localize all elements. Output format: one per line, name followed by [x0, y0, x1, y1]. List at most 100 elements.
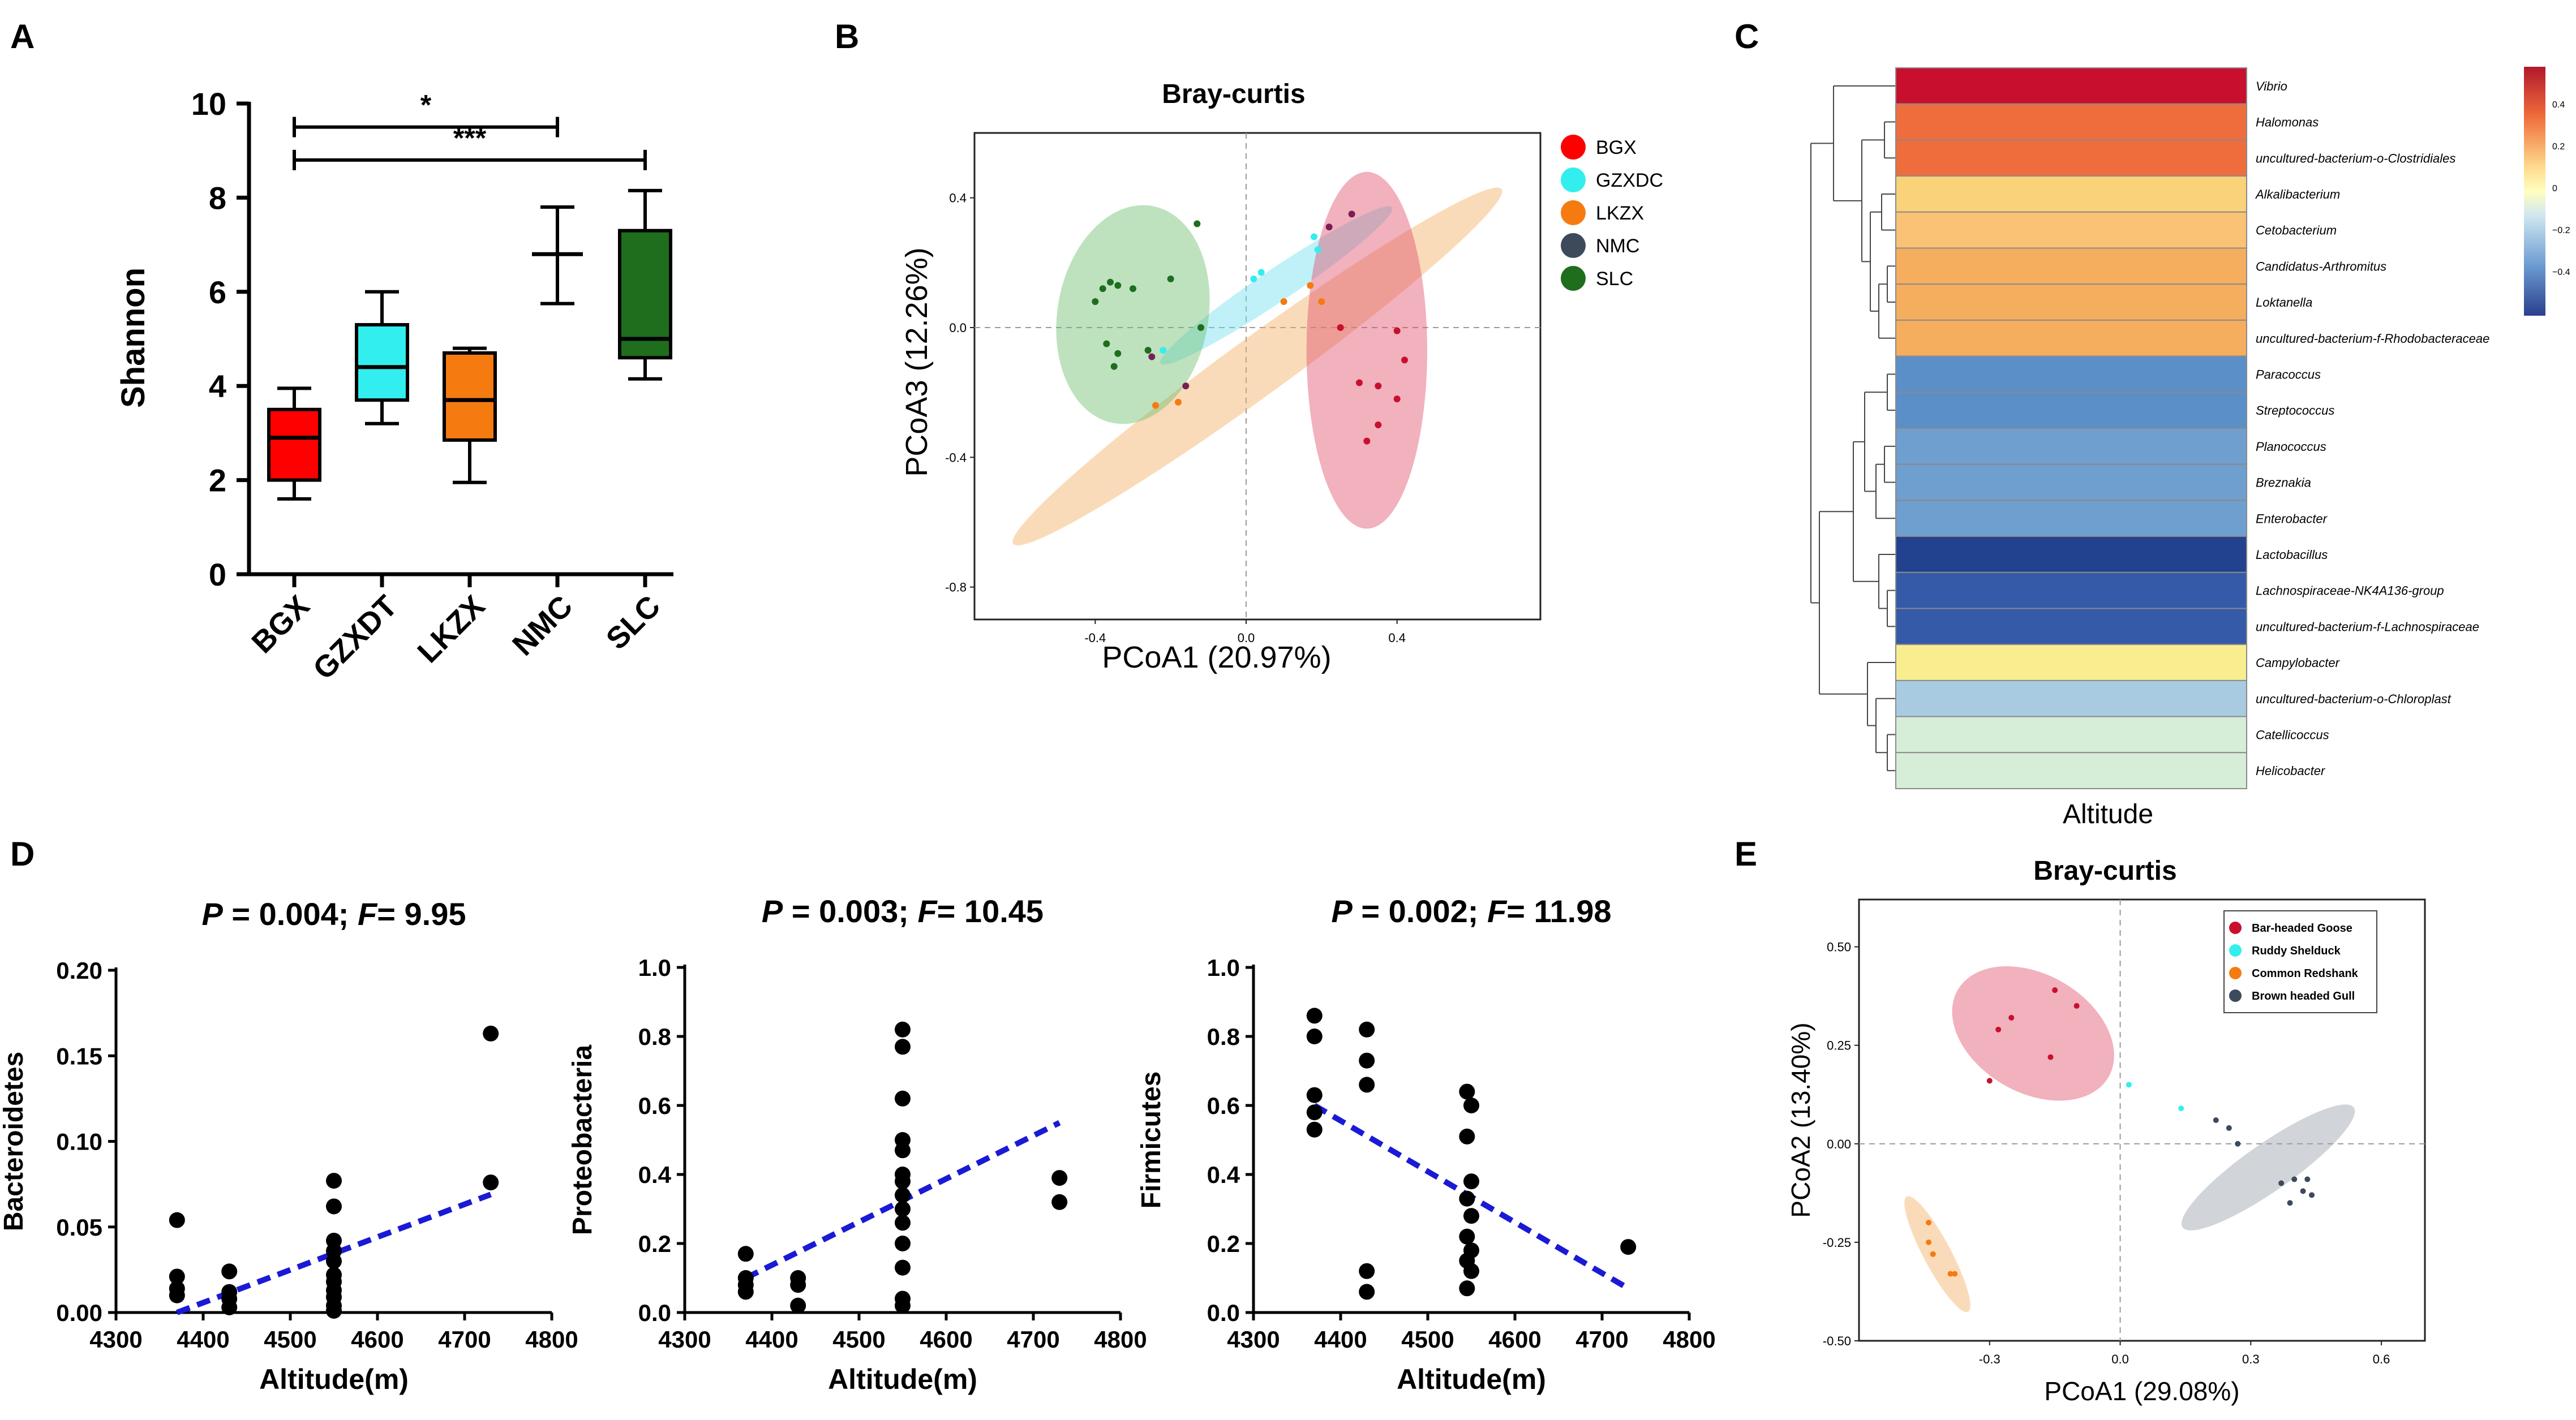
- heat-row-label: Campylobacter: [2256, 656, 2341, 670]
- point-gzxdc: [1314, 246, 1321, 253]
- a-significance-label: *: [420, 89, 432, 121]
- d-x-label: Altitude(m): [828, 1363, 977, 1395]
- y-tick-label: -0.50: [1823, 1334, 1851, 1348]
- d-x-tick-label: 4500: [832, 1326, 885, 1353]
- a-box-body: [355, 323, 409, 402]
- d-point: [790, 1297, 806, 1314]
- d-title-p-value: = 0.002;: [1353, 893, 1487, 929]
- d-x-label: Altitude(m): [1397, 1363, 1546, 1395]
- d-point: [1459, 1228, 1475, 1245]
- point-nmc: [1148, 353, 1156, 360]
- d-point: [1459, 1190, 1475, 1207]
- heat-row-label: uncultured-bacterium-o-Clostridiales: [2256, 151, 2455, 165]
- colorbar: [2524, 67, 2545, 316]
- panel-label-d: D: [10, 835, 35, 873]
- point-bar-headed-goose: [1986, 1078, 1993, 1084]
- point-lkzx: [1152, 402, 1159, 409]
- confidence-ellipse: [1952, 966, 2114, 1101]
- d-y-tick-label: 0.6: [1207, 1092, 1240, 1119]
- d-x-tick-label: 4700: [438, 1326, 491, 1353]
- a-box-bgx: [267, 386, 321, 501]
- a-y-label: Shannon: [115, 268, 152, 408]
- point-common-redshank: [1926, 1239, 1932, 1245]
- d-title: P = 0.004; F= 9.95: [201, 896, 466, 932]
- x-tick-label: 0.0: [1238, 631, 1255, 645]
- d-y-label: Bacteroidetes: [0, 1052, 29, 1231]
- point-bgx: [1337, 324, 1344, 331]
- legend-marker: [2229, 989, 2242, 1002]
- heat-row-label: Streptococcus: [2256, 403, 2334, 418]
- d-y-tick-label: 1.0: [638, 954, 671, 981]
- d-point: [895, 1259, 911, 1276]
- x-tick-label: -0.3: [1979, 1352, 2000, 1366]
- d-x-tick-label: 4800: [1094, 1326, 1147, 1353]
- a-y-tick-label: 4: [209, 368, 226, 404]
- a-y-tick-label: 0: [209, 557, 226, 592]
- d-title-p-value: = 0.003;: [783, 893, 917, 929]
- d-point: [895, 1142, 911, 1159]
- d-x-tick-label: 4400: [745, 1326, 798, 1353]
- y-tick-label: 0.00: [1827, 1137, 1851, 1151]
- d-title: P = 0.003; F= 10.45: [762, 893, 1044, 929]
- heat-row-label: Lachnospiraceae-NK4A136-group: [2256, 584, 2444, 598]
- legend-label: BGX: [1596, 137, 1637, 158]
- d-point: [169, 1287, 185, 1303]
- point-gzxdc: [1250, 276, 1257, 282]
- d-x-tick-label: 4600: [920, 1326, 972, 1353]
- point-bar-headed-goose: [2008, 1014, 2015, 1021]
- point-slc: [1130, 285, 1136, 292]
- point-slc: [1107, 278, 1114, 286]
- heat-row-label: Vibrio: [2256, 79, 2287, 93]
- legend-item: BGX: [1561, 135, 1637, 160]
- d-point: [1051, 1194, 1068, 1210]
- d-y-tick-label: 0.10: [56, 1129, 102, 1155]
- d-x-tick-label: 4300: [89, 1326, 142, 1353]
- point-common-redshank: [1930, 1251, 1936, 1257]
- a-significance-bracket: ***: [293, 122, 647, 170]
- d-y-tick-label: 0.8: [1207, 1023, 1240, 1050]
- point-slc: [1114, 350, 1122, 357]
- point-brown-headed-gull: [2300, 1188, 2306, 1194]
- heat-cell: [1895, 319, 2247, 357]
- confidence-ellipse: [1012, 187, 1502, 546]
- d-title-p: P: [1331, 893, 1353, 929]
- heat-row-label: Enterobacter: [2256, 511, 2328, 526]
- d-y-tick-label: 0.05: [56, 1214, 102, 1241]
- d-x-tick-label: 4600: [1488, 1326, 1541, 1353]
- legend-label: Bar-headed Goose: [2252, 922, 2352, 935]
- d-title-f: F: [917, 893, 938, 929]
- heat-cell: [1895, 463, 2247, 501]
- point-brown-headed-gull: [2304, 1176, 2311, 1182]
- point-bgx: [1375, 421, 1382, 428]
- point-lkzx: [1307, 282, 1314, 289]
- e-plot-frame: [1858, 898, 2426, 1342]
- heat-cell: [1895, 67, 2247, 105]
- panel-b-pcoa: Bray-curtis PCoA1 (20.97%) PCoA3 (12.26%…: [900, 79, 1663, 674]
- e-x-label: PCoA1 (29.08%): [2044, 1376, 2239, 1406]
- d-title-f-value: = 11.98: [1506, 893, 1611, 929]
- heat-cell: [1895, 355, 2247, 393]
- heat-cell: [1895, 500, 2247, 537]
- d-point: [1463, 1173, 1479, 1190]
- confidence-ellipse: [1306, 171, 1427, 529]
- confidence-ellipse: [2181, 1104, 2355, 1230]
- legend-label: GZXDC: [1596, 170, 1663, 191]
- d-title-f: F: [1487, 893, 1508, 929]
- x-tick-label: 0.3: [2242, 1352, 2260, 1366]
- a-y-tick-label: 2: [209, 463, 226, 498]
- d-point: [895, 1090, 911, 1107]
- d-title-p: P: [762, 893, 783, 929]
- point-bar-headed-goose: [2052, 987, 2058, 993]
- legend-item: Brown headed Gull: [2229, 989, 2355, 1002]
- point-gzxdc: [1160, 347, 1167, 354]
- d-point: [790, 1277, 806, 1293]
- panel-d3-scatter: P = 0.002; F= 11.98 0.0 0.2 0.4 0.6 0.8 1.0 430…: [1136, 893, 1716, 1395]
- d-point: [737, 1284, 754, 1300]
- d-point: [1359, 1052, 1375, 1069]
- d-x-tick-label: 4800: [525, 1326, 578, 1353]
- b-plot-frame: [973, 132, 1542, 621]
- a-y-tick-label: 8: [209, 180, 226, 216]
- heat-cell: [1895, 752, 2247, 790]
- d-y-tick-label: 0.00: [56, 1299, 102, 1326]
